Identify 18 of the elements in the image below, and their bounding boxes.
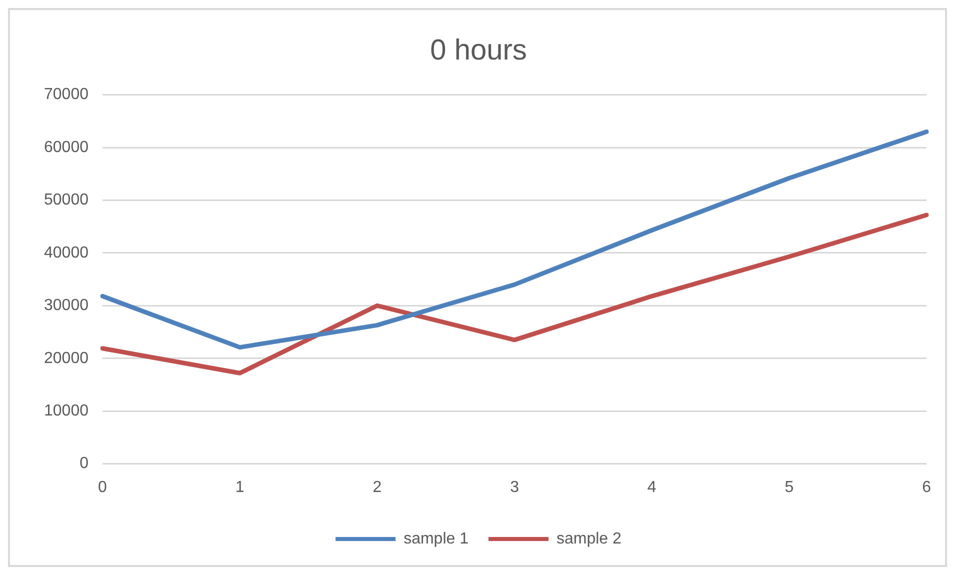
y-tick-label: 40000 <box>44 244 89 262</box>
y-tick-label: 50000 <box>44 192 89 209</box>
y-tick-label: 30000 <box>44 297 89 314</box>
y-tick-label: 60000 <box>44 138 89 156</box>
y-tick-label: 0 <box>80 455 89 472</box>
x-tick-label: 6 <box>922 478 932 496</box>
y-tick-label: 70000 <box>44 86 89 104</box>
legend-label: sample 1 <box>404 530 469 548</box>
x-tick-label: 0 <box>98 478 108 496</box>
y-tick-label: 10000 <box>44 402 89 420</box>
chart-title: 0 hours <box>430 34 527 66</box>
x-tick-label: 2 <box>372 478 382 496</box>
x-tick-label: 5 <box>784 478 794 496</box>
y-tick-label: 20000 <box>44 350 89 367</box>
x-tick-label: 1 <box>235 478 244 496</box>
legend-label: sample 2 <box>556 530 622 548</box>
x-tick-label: 3 <box>510 478 520 496</box>
x-tick-label: 4 <box>647 478 656 496</box>
